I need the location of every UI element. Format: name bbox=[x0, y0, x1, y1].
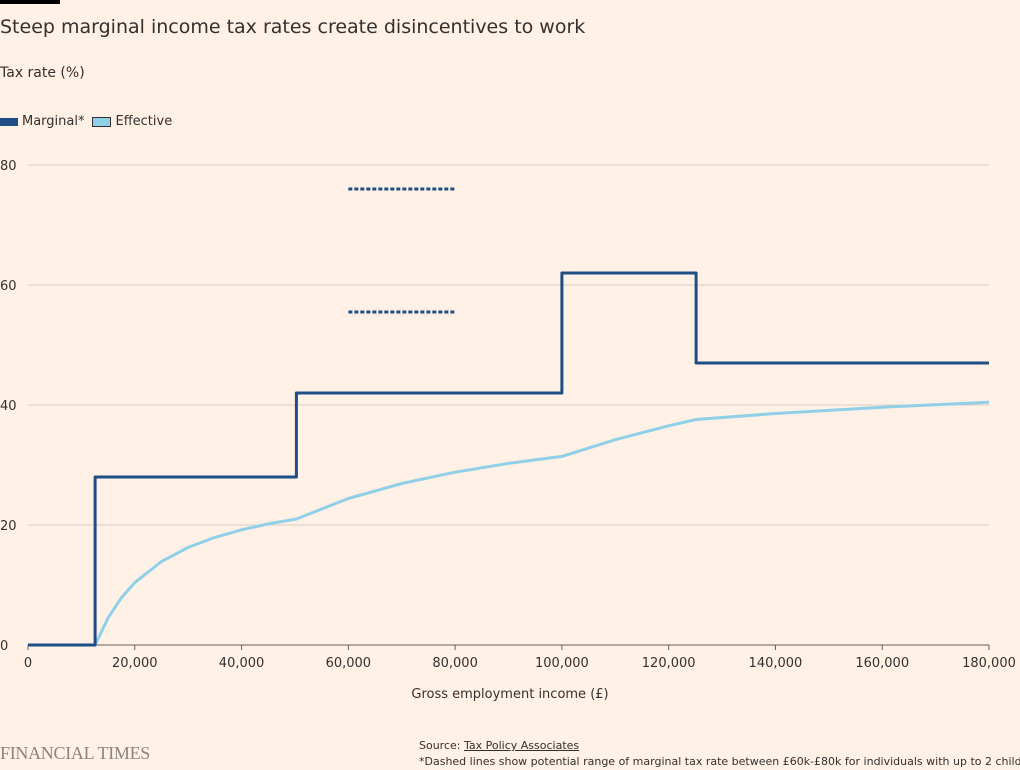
y-tick-label: 60 bbox=[0, 279, 17, 294]
legend-swatch-marginal bbox=[0, 117, 18, 126]
source-label: Source: bbox=[419, 739, 461, 752]
x-tick-label: 60,000 bbox=[326, 656, 372, 671]
footnote: *Dashed lines show potential range of ma… bbox=[419, 755, 1020, 768]
ft-logo: FINANCIAL TIMES bbox=[0, 743, 151, 763]
y-tick-label: 40 bbox=[0, 399, 17, 414]
y-tick-label: 80 bbox=[0, 159, 17, 174]
source: Source: Tax Policy Associates bbox=[419, 739, 579, 752]
legend-label-effective: Effective bbox=[115, 114, 173, 129]
x-tick-label: 80,000 bbox=[432, 656, 478, 671]
x-axis-title: Gross employment income (£) bbox=[411, 687, 609, 702]
ft-top-bar bbox=[0, 0, 60, 4]
legend: Marginal* Effective bbox=[0, 114, 180, 129]
y-axis-label: Tax rate (%) bbox=[0, 65, 85, 81]
x-tick-label: 100,000 bbox=[535, 656, 589, 671]
series-line-effective bbox=[28, 400, 990, 647]
legend-label-marginal: Marginal* bbox=[22, 114, 85, 129]
source-link[interactable]: Tax Policy Associates bbox=[464, 739, 580, 752]
series-line-marginal bbox=[28, 271, 989, 647]
legend-swatch-effective bbox=[92, 116, 112, 127]
x-tick-label: 180,000 bbox=[962, 656, 1016, 671]
y-tick-label: 0 bbox=[0, 639, 8, 654]
x-tick-label: 20,000 bbox=[112, 656, 158, 671]
x-tick-label: 160,000 bbox=[855, 656, 909, 671]
x-tick-label: 140,000 bbox=[749, 656, 803, 671]
y-tick-label: 20 bbox=[0, 519, 17, 534]
chart-title: Steep marginal income tax rates create d… bbox=[0, 16, 586, 38]
x-tick-label: 120,000 bbox=[642, 656, 696, 671]
x-tick-label: 0 bbox=[24, 656, 32, 671]
x-tick-label: 40,000 bbox=[219, 656, 265, 671]
